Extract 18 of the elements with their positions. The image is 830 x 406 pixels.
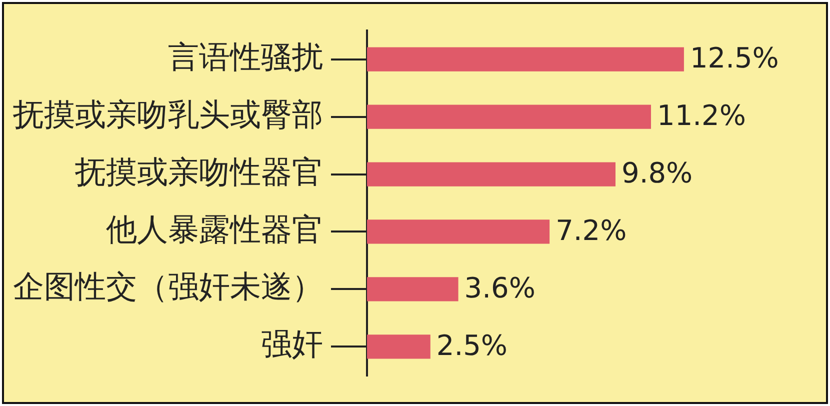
data-label: 3.6%: [464, 271, 536, 304]
y-tick-label: 抚摸或亲吻乳头或臀部: [12, 96, 323, 133]
bar: [367, 220, 550, 244]
data-label: 9.8%: [622, 156, 693, 190]
y-tick-label: 他人暴露性器官: [106, 212, 323, 248]
bar: [367, 162, 616, 186]
data-label: 12.5%: [690, 42, 779, 75]
y-tick-label: 抚摸或亲吻性器官: [74, 154, 323, 190]
bar: [367, 277, 458, 302]
bar: [367, 104, 651, 129]
y-tick-label: 强奸: [261, 326, 323, 363]
y-tick-label: 言语性骚扰: [168, 39, 323, 76]
data-label: 11.2%: [657, 99, 746, 132]
bar: [367, 334, 430, 359]
data-label: 2.5%: [436, 328, 508, 362]
data-label: 7.2%: [556, 214, 627, 248]
bar: [367, 47, 684, 72]
y-tick-label: 企图性交（强奸未遂）: [13, 269, 323, 306]
